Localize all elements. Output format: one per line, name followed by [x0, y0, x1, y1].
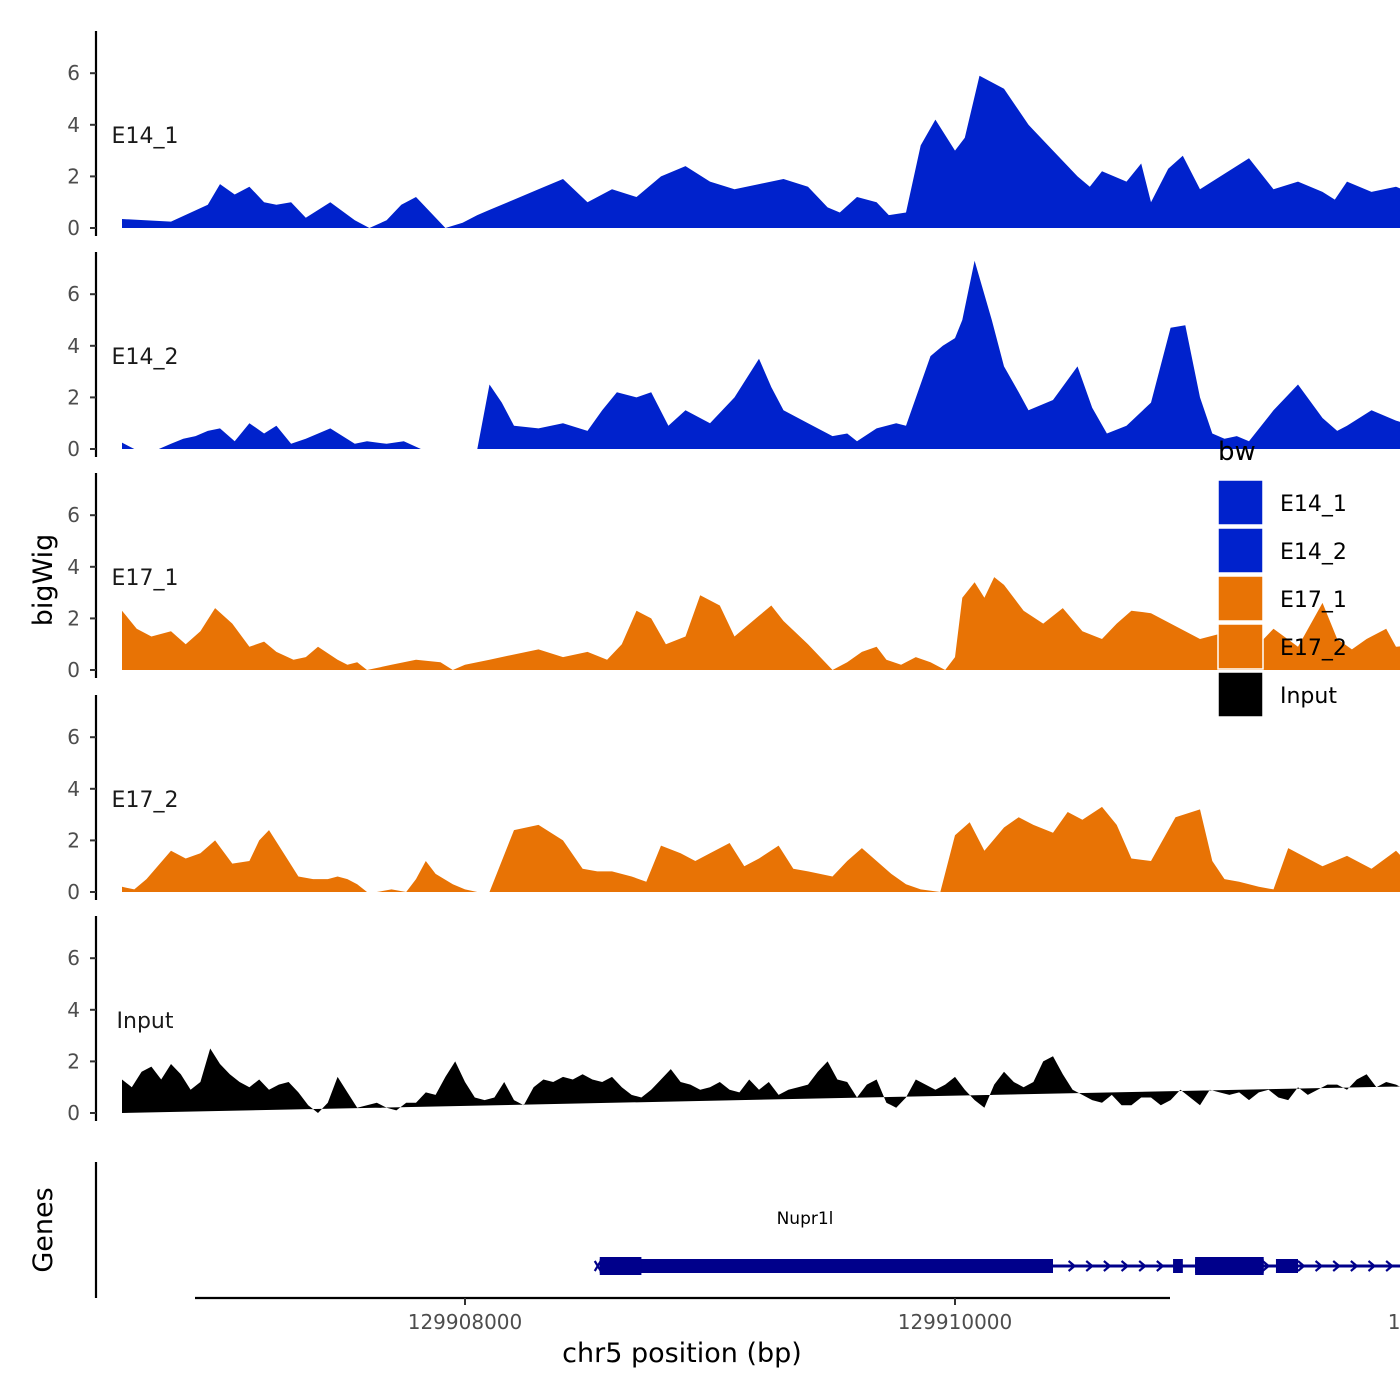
gene-exon-thick: [1195, 1257, 1264, 1275]
legend: bw E14_1 E14_2 E17_1 E17_2 Input: [1217, 437, 1347, 718]
y-tick-label: 2: [67, 1049, 80, 1073]
y-tick-label: 0: [67, 1101, 80, 1125]
legend-swatch: [1217, 479, 1264, 526]
strand-arrow: [1314, 1260, 1324, 1272]
gene-name-label: Nupr1l: [777, 1209, 834, 1229]
track-e14-1: 0 2 4 6 E14_1: [67, 31, 1400, 240]
legend-label: E17_2: [1280, 636, 1347, 661]
x-axis: 129908000129910000129912000129914000: [195, 1296, 1400, 1334]
strand-arrow: [1103, 1260, 1112, 1272]
legend-swatch: [1217, 623, 1264, 670]
strand-arrow: [1385, 1260, 1394, 1272]
y-tick-label: 6: [67, 946, 80, 970]
gene-exon: [599, 1259, 1053, 1273]
x-tick-label: 129910000: [898, 1310, 1013, 1334]
y-tick-label: 6: [67, 61, 80, 85]
y-tick-label: 4: [67, 555, 80, 579]
y-tick-label: 4: [67, 113, 80, 137]
strand-arrow: [1350, 1260, 1359, 1272]
track-label: Input: [117, 1009, 174, 1034]
track-label: E14_1: [112, 124, 179, 149]
track-label: E17_2: [112, 788, 179, 813]
y-axis-title: bigWig: [28, 534, 59, 627]
strand-arrow: [1156, 1260, 1165, 1272]
y-tick-label: 0: [67, 216, 80, 240]
legend-label: E17_1: [1280, 588, 1347, 613]
gene-exon: [1275, 1259, 1298, 1273]
y-tick-label: 0: [67, 880, 80, 904]
gene-exon-thick: [599, 1257, 642, 1275]
legend-label: E14_1: [1280, 492, 1347, 517]
strand-arrow: [1138, 1260, 1147, 1272]
y-tick-label: 0: [67, 658, 80, 682]
genes-panel: Genes Nupr1l: [28, 1162, 1400, 1298]
coverage-area: [122, 260, 1400, 449]
legend-swatch: [1217, 671, 1264, 718]
legend-label: Input: [1280, 684, 1337, 709]
legend-swatch: [1217, 575, 1264, 622]
x-tick-label: 129912000: [1388, 1310, 1400, 1334]
y-tick-label: 2: [67, 385, 80, 409]
y-tick-label: 2: [67, 164, 80, 188]
y-tick-label: 6: [67, 503, 80, 527]
y-tick-label: 2: [67, 828, 80, 852]
y-tick-label: 4: [67, 777, 80, 801]
legend-swatch: [1217, 527, 1264, 574]
x-axis-title: chr5 position (bp): [562, 1338, 802, 1369]
y-tick-label: 4: [67, 334, 80, 358]
y-tick-label: 6: [67, 282, 80, 306]
strand-arrow: [1261, 1260, 1271, 1272]
legend-title: bw: [1218, 437, 1256, 467]
coverage-area: [122, 1048, 1400, 1113]
x-tick-label: 129908000: [408, 1310, 523, 1334]
track-e17-1: 0 2 4 6 E17_1: [67, 473, 1400, 682]
track-label: E14_2: [112, 345, 179, 370]
strand-arrow: [1067, 1260, 1077, 1272]
strand-arrow: [1367, 1260, 1377, 1272]
y-tick-label: 6: [67, 725, 80, 749]
track-e17-2: 0 2 4 6 E17_2: [67, 695, 1400, 904]
tracks-panel: 0 2 4 6 E14_1 0 2 4 6 E14_2 0 2 4 6 E17_1 0 2 4 6 E17_2 0 2 4 6…: [67, 31, 1400, 1125]
track-input: 0 2 4 6 Input: [67, 916, 1400, 1125]
strand-arrow: [1085, 1260, 1094, 1272]
gene-model: [593, 1257, 1400, 1275]
strand-arrow: [1120, 1260, 1130, 1272]
gene-exon: [1173, 1259, 1183, 1273]
track-e14-2: 0 2 4 6 E14_2: [67, 252, 1400, 461]
legend-label: E14_2: [1280, 540, 1347, 565]
strand-arrow: [1332, 1260, 1341, 1272]
y-tick-label: 0: [67, 437, 80, 461]
genes-track-title: Genes: [28, 1187, 59, 1272]
coverage-area: [122, 75, 1400, 228]
coverage-area: [122, 577, 1400, 670]
strand-arrow: [1297, 1260, 1306, 1272]
strand-arrow: [593, 1260, 602, 1272]
coverage-area: [122, 806, 1400, 892]
y-tick-label: 2: [67, 606, 80, 630]
track-label: E17_1: [112, 566, 179, 591]
y-tick-label: 4: [67, 998, 80, 1022]
